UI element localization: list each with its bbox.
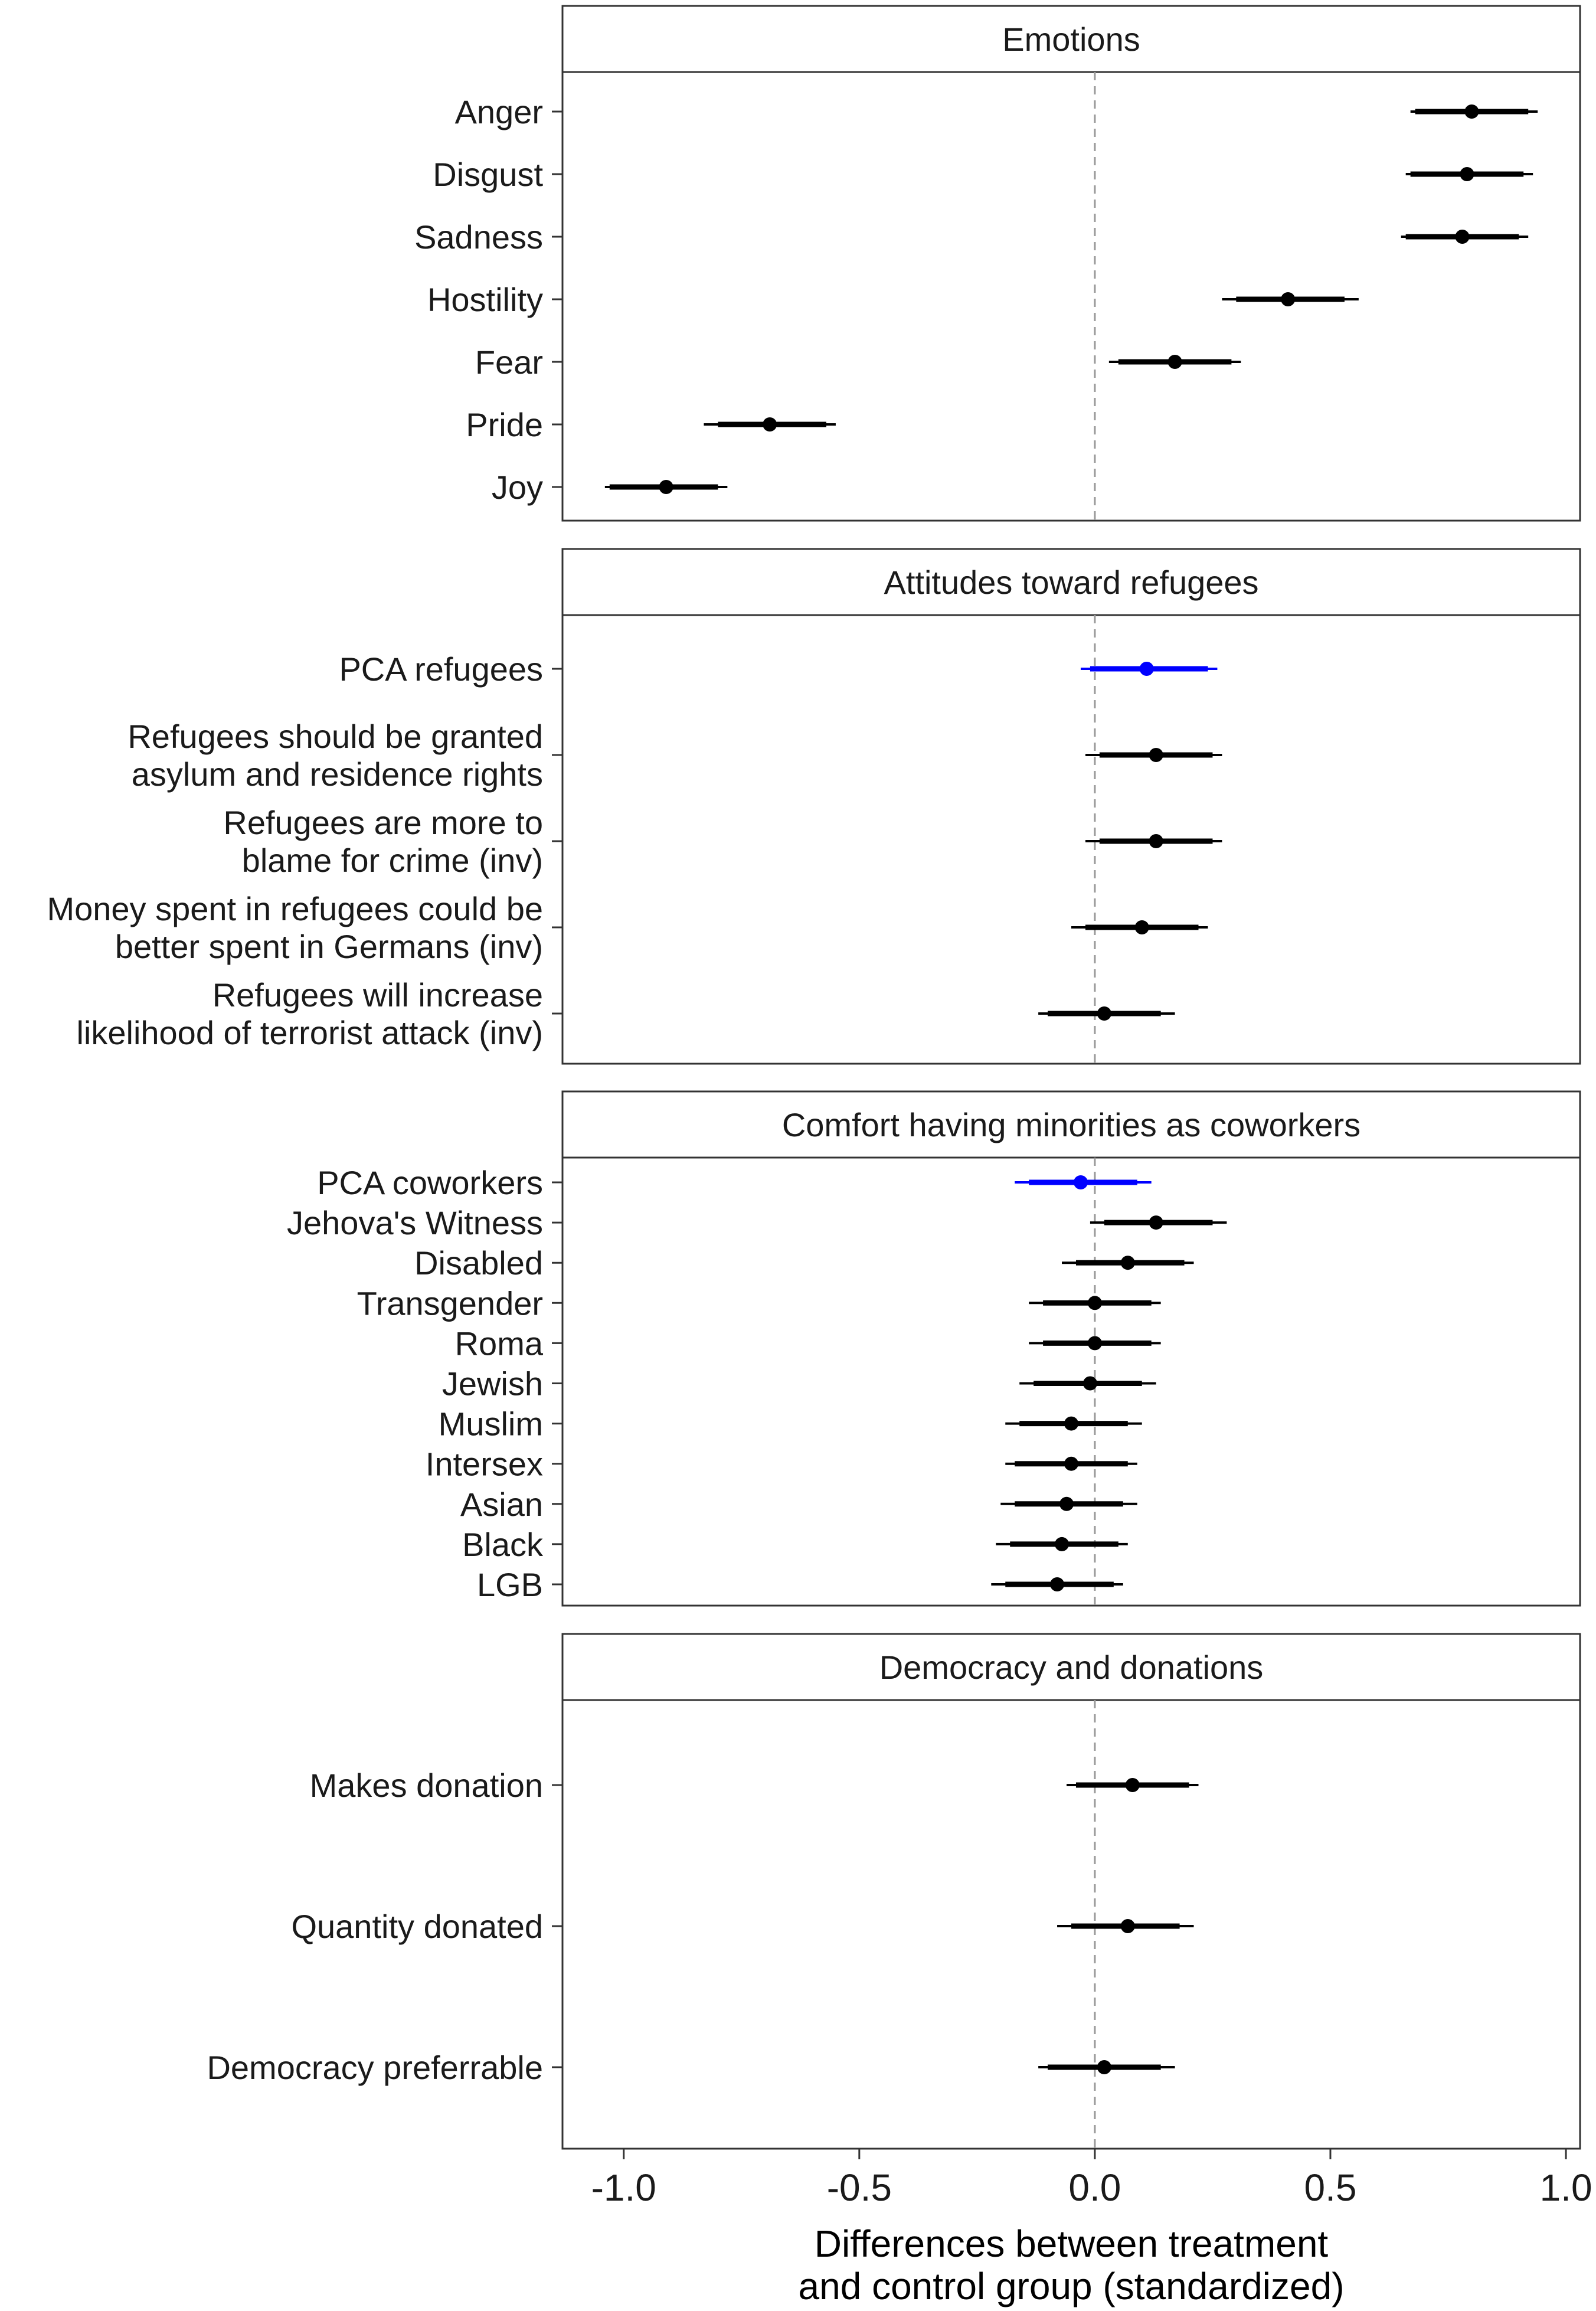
x-tick-label: 1.0 [1540,2166,1592,2209]
point-estimate [1120,1919,1135,1933]
y-tick-label: PCA coworkers [317,1164,543,1201]
x-tick-label: -1.0 [591,2166,656,2209]
point-estimate [1120,1256,1135,1270]
panel-title: Comfort having minorities as coworkers [782,1106,1360,1143]
y-tick-label: Fear [475,344,543,381]
y-tick-label: LGB [477,1566,543,1603]
panel-border [561,548,1581,1065]
y-tick-label: Jehova's Witness [287,1204,543,1241]
y-tick-label: Black [462,1526,544,1563]
panel-title: Attitudes toward refugees [884,564,1258,601]
panel-border [561,5,1581,522]
panel-title: Emotions [1002,21,1140,58]
point-estimate [659,480,673,494]
y-tick-label: better spent in Germans (inv) [115,928,543,965]
x-axis: -1.0 -0.5 0.0 0.5 1.0 [591,2149,1592,2209]
point-estimate [1139,662,1154,676]
y-tick-label: Anger [455,93,543,130]
panel-3: Comfort having minorities as coworkers PC… [287,1090,1581,1607]
y-tick-label: Refugees are more to [223,804,543,841]
point-estimate [1087,1296,1102,1310]
point-estimate [1055,1537,1070,1551]
panel-strip [561,1633,1581,1701]
y-tick-label: Transgender [357,1284,543,1322]
y-tick-label: blame for crime (inv) [242,842,543,879]
point-estimate [1281,292,1296,306]
y-tick-label: Roma [455,1325,544,1362]
y-tick-label: asylum and residence rights [132,756,543,793]
point-estimate [1149,834,1163,848]
x-tick-label: 0.0 [1068,2166,1121,2209]
y-tick-label: Quantity donated [291,1908,543,1945]
point-estimate [1064,1416,1078,1431]
x-tick-label: -0.5 [827,2166,892,2209]
x-axis-title-line-2: and control group (standardized) [799,2265,1345,2307]
panel-strip [561,1090,1581,1159]
x-tick-label: 0.5 [1304,2166,1356,2209]
point-estimate [1073,1175,1088,1189]
y-tick-label: Joy [492,469,543,506]
point-estimate [1125,1778,1140,1792]
x-axis-title-line-1: Differences between treatment [815,2222,1329,2265]
point-estimate [1460,167,1474,181]
point-estimate [1097,2060,1111,2074]
y-tick-label: Muslim [439,1405,543,1443]
y-tick-label: Democracy preferrable [207,2049,543,2086]
point-estimate [1149,1215,1163,1230]
y-tick-label: Refugees should be granted [127,718,543,755]
y-tick-label: Makes donation [310,1767,543,1804]
point-estimate [1134,920,1149,934]
y-tick-label: Intersex [426,1446,543,1483]
point-estimate [1059,1496,1074,1511]
point-estimate [763,417,777,432]
panel-1: Emotions Anger Disgust Sadness Hostility Fear… [414,5,1581,522]
y-tick-label: Refugees will increase [212,976,543,1014]
y-tick-label: Sadness [414,218,543,256]
point-estimate [1082,1376,1097,1391]
panel-border [561,1090,1581,1607]
y-tick-label: PCA refugees [339,651,543,688]
point-estimate [1167,355,1182,369]
panel-strip [561,5,1581,73]
panel-2: Attitudes toward refugees PCA refugees Ref… [47,548,1581,1065]
point-estimate [1050,1577,1065,1591]
y-tick-label: likelihood of terrorist attack (inv) [76,1014,543,1051]
point-estimate [1149,748,1163,762]
point-estimate [1464,104,1479,119]
panel-title: Democracy and donations [879,1649,1264,1686]
y-tick-label: Hostility [427,281,543,318]
y-tick-label: Jewish [442,1365,543,1403]
y-tick-label: Pride [466,406,543,443]
y-tick-label: Disabled [414,1244,543,1282]
y-tick-label: Money spent in refugees could be [47,890,543,927]
panels-layer: Emotions Anger Disgust Sadness Hostility Fear… [47,5,1581,2150]
y-tick-label: Disgust [433,156,543,193]
point-estimate [1087,1336,1102,1351]
point-estimate [1064,1456,1078,1471]
panel-border [561,1633,1581,2150]
y-tick-label: Asian [460,1486,543,1523]
panel-strip [561,548,1581,616]
panel-4: Democracy and donations Makes donation Qua… [207,1633,1581,2150]
point-estimate [1455,230,1470,244]
point-estimate [1097,1006,1111,1021]
